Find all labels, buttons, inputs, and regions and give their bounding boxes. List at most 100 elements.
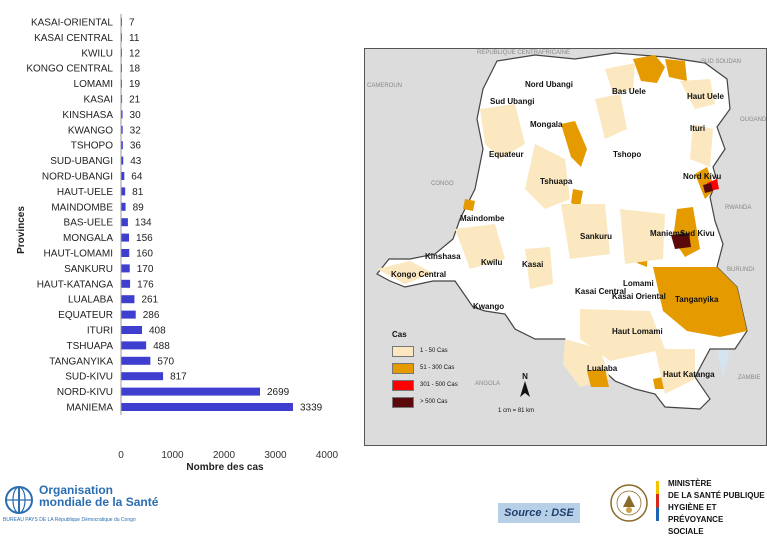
fill-tanganyika-orange (653, 267, 747, 337)
bar (121, 95, 123, 103)
north-label: N (522, 372, 528, 381)
fill-kasai-light (525, 247, 553, 289)
legend-rows: 1 - 50 Cas 51 - 300 Cas 301 - 500 Cas > 500… (392, 345, 472, 408)
country-label: RÉPUBLIQUE CENTRAFRICAINE (477, 49, 570, 56)
fill-ituri-light (690, 124, 713, 167)
legend-label: 51 - 300 Cas (420, 365, 455, 371)
bar (121, 356, 151, 365)
fill-equateur-light (480, 104, 525, 159)
who-name-line1: Organisation (39, 483, 114, 497)
bar (121, 264, 130, 273)
province-label: Sankuru (580, 232, 612, 241)
bar (121, 326, 143, 334)
bar-chart: KASAI-ORIENTAL KASAI CENTRAL KWILU KONGO CE… (16, 14, 339, 470)
category-label: MANIEMA (66, 403, 113, 414)
category-label: EQUATEUR (58, 310, 113, 321)
legend-swatch (392, 396, 414, 408)
who-subtitle: BUREAU PAYS DE LA République Démocratiqu… (3, 517, 136, 523)
value-label: 2699 (267, 387, 290, 398)
source-label: Source : DSE (498, 503, 580, 523)
province-label: Nord Kivu (683, 172, 721, 181)
who-name-line2: mondiale de la Santé (39, 495, 159, 509)
fill-tshuapa-orange (571, 189, 583, 207)
value-label: 408 (149, 326, 166, 337)
value-label: 7 (129, 18, 135, 29)
country-label: ZAMBIE (738, 375, 760, 381)
category-label: SANKURU (64, 264, 113, 275)
legend-swatch (392, 362, 414, 374)
province-label: Haut Uele (687, 92, 724, 101)
ministry-line4: SOCIALE (668, 527, 704, 536)
legend-swatch (392, 379, 414, 391)
value-label: 36 (130, 141, 142, 152)
country-label: BURUNDI (727, 267, 755, 273)
fill-nord-kivu-dark (703, 183, 713, 193)
category-labels: KASAI-ORIENTAL KASAI CENTRAL KWILU KONGO CE… (26, 18, 113, 414)
category-label: BAS-UELE (64, 218, 114, 229)
category-label: KONGO CENTRAL (26, 64, 113, 75)
value-labels: 7 11 12 18 19 21 30 32 36 43 64 81 89 134 156 160 170 176… (129, 18, 323, 414)
category-label: HAUT-UELE (57, 187, 113, 198)
fill-sankuru-light (561, 204, 610, 259)
fill-lualaba-orange (587, 369, 609, 387)
fill-nord-ubangi (665, 59, 687, 81)
value-label: 261 (141, 295, 158, 306)
value-label: 3339 (300, 403, 323, 414)
value-label: 170 (137, 264, 154, 275)
fill-equateur-orange (463, 199, 475, 211)
country-label: ANGOLA (475, 381, 500, 387)
category-label: KASAI (84, 95, 113, 106)
country-labels: RÉPUBLIQUE CENTRAFRICAINE SUD SOUDAN CAMER… (367, 49, 766, 387)
value-label: 21 (129, 95, 141, 106)
drc-coat-of-arms-icon (610, 484, 648, 522)
bar (121, 310, 136, 319)
province-label: Kasai Oriental (612, 292, 666, 301)
category-label: TSHUAPA (67, 341, 114, 352)
province-label: Haut Lomami (612, 327, 663, 336)
fill-maindombe-light (455, 224, 505, 269)
category-label: KASAI-ORIENTAL (31, 18, 113, 29)
province-label: Ituri (690, 124, 705, 133)
province-label: Mongala (530, 120, 563, 129)
value-label: 89 (133, 202, 145, 213)
bar (121, 218, 128, 227)
value-label: 570 (157, 356, 174, 367)
province-label: Nord Ubangi (525, 80, 573, 89)
value-label: 817 (170, 372, 187, 383)
value-label: 134 (135, 218, 152, 229)
province-label: Kongo Central (391, 270, 446, 279)
bar (121, 125, 123, 134)
category-label: TANGANYIKA (49, 356, 113, 367)
value-label: 19 (129, 79, 141, 90)
ministry-line1: MINISTÈRE (668, 479, 712, 488)
value-label: 43 (130, 156, 142, 167)
value-label: 488 (153, 341, 170, 352)
fill-haut-uele-light (680, 79, 715, 109)
category-label: HAUT-KATANGA (37, 279, 114, 290)
fill-mongala (561, 121, 587, 167)
ministry-text: MINISTÈRE DE LA SANTÉ PUBLIQUE HYGIÈNE E… (668, 478, 767, 538)
province-labels: Nord Ubangi Bas Uele Haut Uele Sud Ubangi Mo… (391, 80, 724, 379)
province-label: Tanganyika (675, 295, 719, 304)
bar (121, 156, 124, 165)
fill-haut-katanga-light (655, 349, 695, 394)
fill-bas-uele-light (605, 63, 635, 94)
province-label: Haut Katanga (663, 370, 715, 379)
category-label: NORD-UBANGI (42, 172, 113, 183)
legend-item: > 500 Cas (392, 396, 472, 408)
ministry-line2: DE LA SANTÉ PUBLIQUE (668, 491, 765, 500)
value-label: 18 (129, 64, 141, 75)
fill-maniema-light (620, 209, 665, 264)
category-label: KWANGO (68, 125, 113, 136)
province-label: Kwilu (481, 258, 502, 267)
legend-item: 51 - 300 Cas (392, 362, 472, 374)
value-label: 156 (136, 233, 153, 244)
legend-label: > 500 Cas (420, 399, 448, 405)
country-label: CAMEROUN (367, 83, 402, 89)
value-label: 30 (130, 110, 142, 121)
value-label: 176 (137, 279, 154, 290)
x-tick-label: 0 (118, 450, 124, 461)
category-label: SUD-UBANGI (50, 156, 113, 167)
category-label: HAUT-LOMAMI (44, 249, 113, 260)
value-label: 286 (143, 310, 160, 321)
